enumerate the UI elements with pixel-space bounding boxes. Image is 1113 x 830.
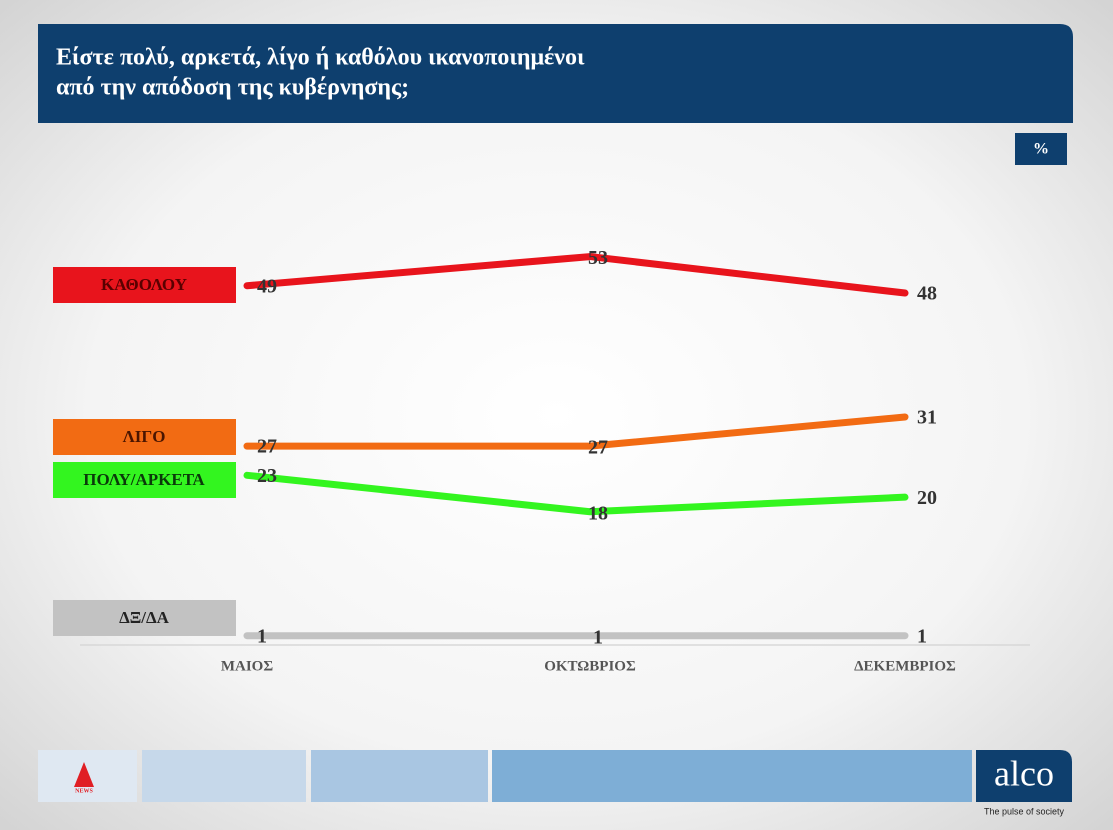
legend-swatch [53,600,236,636]
legend-label: ΔΞ/ΔΑ [119,608,170,627]
unit-label: % [1033,141,1049,158]
series-line [243,253,909,297]
footer-block [142,750,306,802]
value-label: 20 [917,487,937,509]
value-label: 27 [588,437,608,459]
title-bar [38,24,1073,123]
logo-text: NEWS [75,788,93,794]
value-label: 49 [257,275,277,297]
logo-icon [74,762,94,787]
value-label: 23 [257,465,277,487]
series-line [243,471,909,516]
chart-title: από την απόδοση της κυβέρνησης; [56,75,409,101]
value-label: 31 [917,407,937,429]
legend-swatch [53,462,236,498]
footer-block [311,750,488,802]
value-label: 27 [257,436,277,458]
unit-badge [1015,133,1067,165]
chart-title: Είστε πολύ, αρκετά, λίγο ή καθόλου ικανο… [56,45,585,71]
legend-label: ΛΙΓΟ [123,427,166,446]
footer-block [492,750,972,802]
legend-swatch [53,267,236,303]
brand-block [976,750,1072,802]
legend-label: ΠΟΛΥ/ΑΡΚΕΤΑ [83,470,205,489]
value-label: 53 [588,247,608,269]
series-line [243,413,909,450]
value-label: 1 [257,625,267,647]
brand-tagline: The pulse of society [984,806,1065,816]
value-label: 1 [917,625,927,647]
legend-label: ΚΑΘΟΛΟΥ [101,275,187,294]
x-tick-label: ΔΕΚΕΜΒΡΙΟΣ [854,658,956,674]
value-label: 18 [588,502,608,524]
x-tick-label: ΟΚΤΩΒΡΙΟΣ [544,658,636,674]
value-label: 1 [593,626,603,648]
x-tick-label: ΜΑΙΟΣ [221,658,273,674]
value-label: 48 [917,283,937,305]
brand-name: alco [994,753,1054,793]
legend-swatch [53,419,236,455]
